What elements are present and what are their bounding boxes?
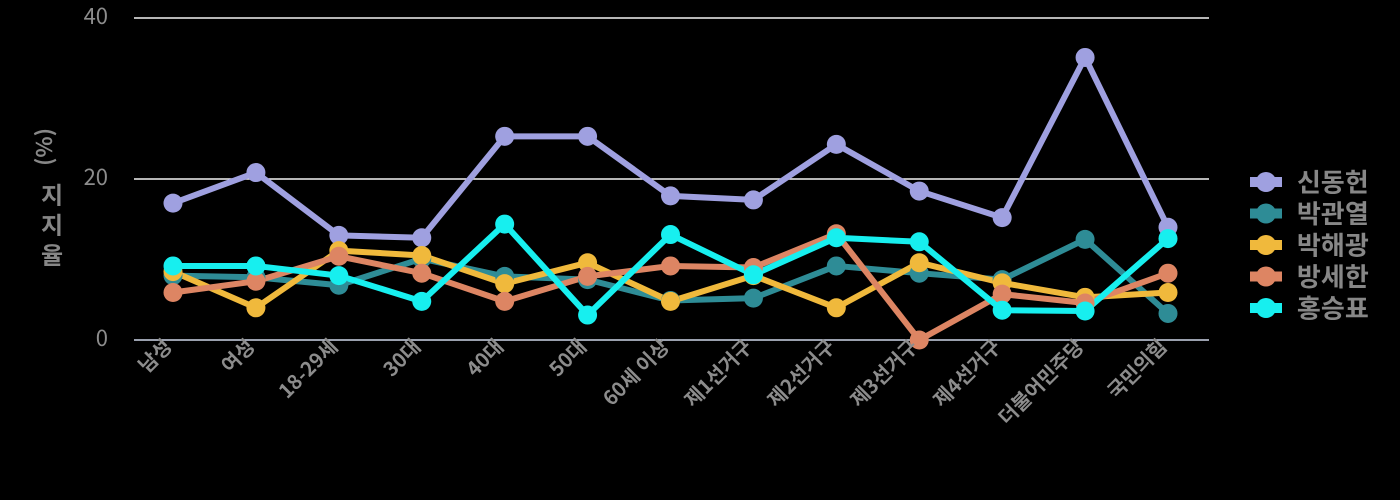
svg-text:0: 0 xyxy=(96,321,108,353)
svg-text:40: 40 xyxy=(84,0,108,31)
svg-text:제2선거구: 제2선거구 xyxy=(760,332,841,413)
svg-text:18-29세: 18-29세 xyxy=(271,332,343,404)
svg-text:제4선거구: 제4선거구 xyxy=(926,332,1007,413)
svg-text:남성: 남성 xyxy=(131,332,178,379)
svg-text:60세 이상: 60세 이상 xyxy=(595,332,674,411)
svg-text:제3선거구: 제3선거구 xyxy=(843,332,924,413)
svg-text:여성: 여성 xyxy=(214,332,261,379)
svg-text:홍승표: 홍승표 xyxy=(1297,289,1369,326)
svg-text:국민의힘: 국민의힘 xyxy=(1100,332,1173,405)
svg-text:더불어민주당: 더불어민주당 xyxy=(991,332,1090,431)
svg-text:제1선거구: 제1선거구 xyxy=(677,332,758,413)
svg-text:20: 20 xyxy=(84,160,108,192)
svg-text:(%): (%) xyxy=(27,128,59,166)
svg-text:율: 율 xyxy=(41,236,63,271)
